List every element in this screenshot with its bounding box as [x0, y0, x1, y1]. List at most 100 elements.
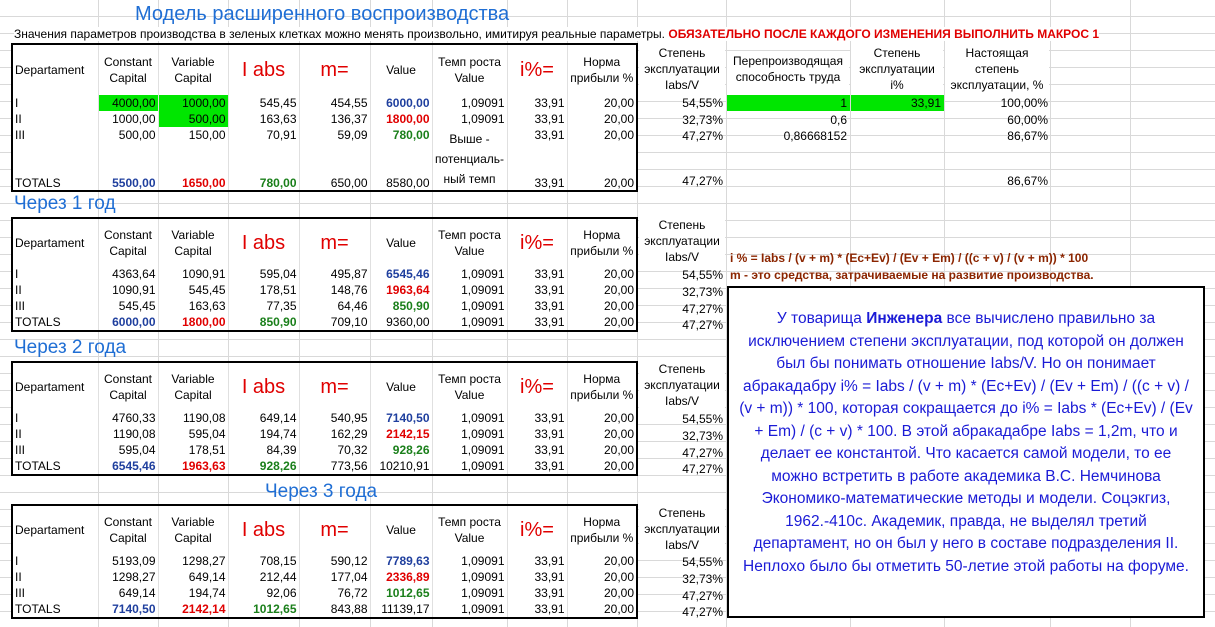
header-constant-capital: Constant Capital	[98, 44, 159, 95]
model-table-year2: Departament Constant Capital Variable Ca…	[11, 361, 638, 476]
commentary-textbox[interactable]: У товарища Инженера все вычислено правил…	[727, 286, 1205, 618]
totals-label: TOTALS	[12, 458, 99, 475]
value-cell: 2142,15	[370, 426, 433, 442]
value-cell: 6000,00	[370, 95, 433, 111]
variable-capital-input[interactable]: 1000,00	[158, 95, 229, 111]
table-row: II 1090,91 545,45 178,51 148,76 1963,64 …	[12, 282, 638, 298]
ipct-cell: 33,91	[507, 569, 568, 585]
m-cell: 59,09	[299, 127, 371, 143]
variable-capital-input[interactable]: 500,00	[158, 111, 229, 127]
header-variable-capital: Variable Capital	[158, 218, 229, 266]
iabs-cell: 70,91	[228, 127, 300, 143]
variable-capital-cell: 194,74	[158, 585, 229, 601]
growth-cell: 1,09091	[432, 569, 508, 585]
header-m: m=	[299, 218, 371, 266]
constant-capital-input[interactable]: 4000,00	[98, 95, 159, 111]
header-m: m=	[299, 505, 371, 553]
header-value: Value	[370, 505, 433, 553]
variable-capital-cell: 545,45	[158, 282, 229, 298]
totals-m: 773,56	[299, 458, 371, 475]
m-cell: 70,32	[299, 442, 371, 458]
dept-cell: II	[12, 111, 99, 127]
header-variable-capital: Variable Capital	[158, 44, 229, 95]
totals-m: 843,88	[299, 601, 371, 618]
iabs-cell: 212,44	[228, 569, 300, 585]
dept-cell: I	[12, 266, 99, 282]
table-row: I 4000,00 1000,00 545,45 454,55 6000,00 …	[12, 95, 638, 111]
dept-cell: I	[12, 410, 99, 426]
exploit-3-2: 32,73%	[682, 572, 723, 586]
totals-profit: 20,00	[567, 601, 638, 618]
overprod-3: 0,86668152	[783, 129, 847, 143]
block2-title: Через 2 года	[14, 337, 127, 358]
profit-cell: 20,00	[567, 585, 638, 601]
m-cell: 148,76	[299, 282, 371, 298]
header-profit: Норма прибыли %	[567, 44, 638, 95]
formula-line-2: m - это средства, затрачиваемые на разви…	[730, 268, 1094, 282]
constant-capital-cell: 5193,09	[98, 553, 159, 569]
exploit-2-2: 32,73%	[682, 429, 723, 443]
value-cell: 928,26	[370, 442, 433, 458]
header-ipct: i%=	[507, 505, 568, 553]
header-variable-capital: Variable Capital	[158, 362, 229, 410]
exploit-i-value: 33,91	[910, 96, 941, 110]
value-cell: 1963,64	[370, 282, 433, 298]
ipct-cell: 33,91	[507, 111, 568, 127]
iabs-cell: 163,63	[228, 111, 300, 127]
header-value: Value	[370, 44, 433, 95]
profit-cell: 20,00	[567, 426, 638, 442]
ipct-cell: 33,91	[507, 282, 568, 298]
m-cell: 177,04	[299, 569, 371, 585]
m-cell: 76,72	[299, 585, 371, 601]
totals-value: 8580,00	[370, 143, 433, 191]
value-cell: 2336,89	[370, 569, 433, 585]
value-cell: 780,00	[370, 127, 433, 143]
header-ipct: i%=	[507, 44, 568, 95]
iabs-cell: 595,04	[228, 266, 300, 282]
dept-cell: II	[12, 569, 99, 585]
real-exploit-1: 100,00%	[1000, 96, 1048, 110]
value-cell: 6545,46	[370, 266, 433, 282]
model-table-year1: Departament Constant Capital Variable Ca…	[11, 217, 638, 332]
header-dept: Departament	[12, 218, 99, 266]
header-ipct: i%=	[507, 218, 568, 266]
variable-capital-cell: 1190,08	[158, 410, 229, 426]
constant-capital-cell: 545,45	[98, 298, 159, 314]
variable-capital-cell: 178,51	[158, 442, 229, 458]
constant-capital-cell: 1000,00	[98, 111, 159, 127]
totals-row: TOTALS 5500,00 1650,00 780,00 650,00 858…	[12, 143, 638, 191]
m-cell: 64,46	[299, 298, 371, 314]
totals-constant: 5500,00	[98, 143, 159, 191]
header-overprod: Перепроизводящая способность труда	[727, 53, 849, 85]
growth-cell: 1,09091	[432, 585, 508, 601]
real-exploit-totals: 86,67%	[1007, 174, 1048, 188]
header-exploit-3: Степень эксплуатации Iabs/V	[639, 505, 725, 553]
iabs-cell: 178,51	[228, 282, 300, 298]
sheet-title: Модель расширенного воспроизводства	[135, 3, 510, 25]
growth-cell: 1,09091	[432, 410, 508, 426]
overprod-cell-1[interactable]	[727, 95, 850, 111]
table-row: III 500,00 150,00 70,91 59,09 780,00 Выш…	[12, 127, 638, 191]
dept-cell: III	[12, 585, 99, 601]
header-profit: Норма прибыли %	[567, 362, 638, 410]
exploit-i-cell[interactable]	[851, 95, 944, 111]
totals-profit: 20,00	[567, 458, 638, 475]
variable-capital-cell: 150,00	[158, 127, 229, 143]
commentary-text-start: У товарища	[776, 310, 867, 327]
dept-cell: II	[12, 426, 99, 442]
constant-capital-cell: 4760,33	[98, 410, 159, 426]
profit-cell: 20,00	[567, 553, 638, 569]
totals-variable: 1800,00	[158, 314, 229, 331]
totals-row: TOTALS 6545,46 1963,63 928,26 773,56 102…	[12, 458, 638, 475]
profit-cell: 20,00	[567, 410, 638, 426]
table-row: III 595,04 178,51 84,39 70,32 928,26 1,0…	[12, 442, 638, 458]
constant-capital-cell: 595,04	[98, 442, 159, 458]
growth-cell: 1,09091	[432, 442, 508, 458]
constant-capital-cell: 1090,91	[98, 282, 159, 298]
real-exploit-3: 86,67%	[1007, 129, 1048, 143]
ipct-cell: 33,91	[507, 298, 568, 314]
totals-ipct: 33,91	[507, 601, 568, 618]
profit-cell: 20,00	[567, 95, 638, 111]
iabs-cell: 708,15	[228, 553, 300, 569]
header-constant-capital: Constant Capital	[98, 218, 159, 266]
